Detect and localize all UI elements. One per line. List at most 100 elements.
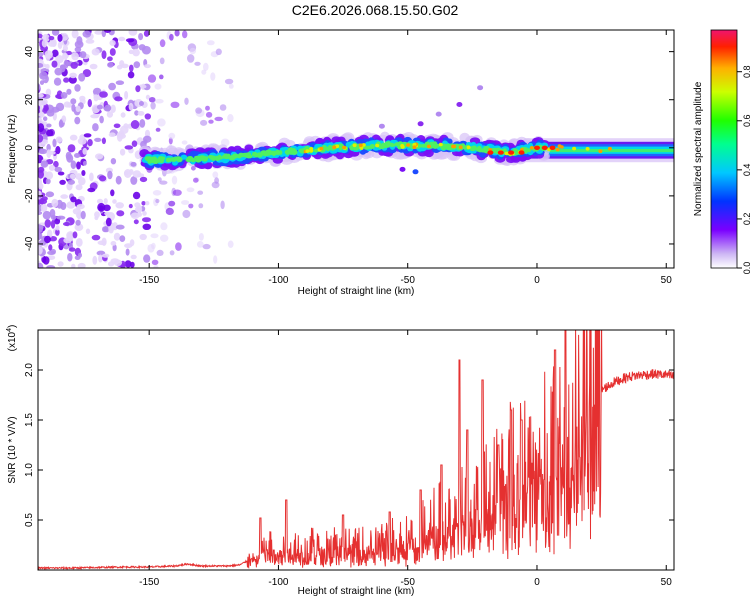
noise-blob [53, 160, 59, 168]
noise-blob [120, 112, 126, 118]
noise-blob [66, 88, 72, 95]
hot-blob [400, 145, 405, 149]
y-tick-label: 1.0 [24, 463, 35, 477]
trace-blob [149, 157, 155, 161]
noise-blob [46, 265, 56, 268]
noise-blob [40, 160, 49, 168]
noise-blob [128, 30, 138, 36]
noise-blob [39, 80, 45, 85]
x-tick-label: 0 [534, 275, 540, 286]
noise-blob [144, 64, 151, 69]
noise-blob [159, 39, 166, 48]
noise-blob [90, 114, 99, 119]
noise-blob [133, 61, 141, 69]
trace-blob [322, 145, 327, 149]
noise-blob [38, 52, 44, 57]
noise-blob [130, 120, 140, 129]
noise-blob [142, 217, 151, 223]
noise-blob [115, 175, 122, 185]
noise-blob [110, 258, 120, 264]
noise-blob [94, 211, 100, 219]
noise-blob [45, 171, 54, 180]
noise-blob [83, 133, 92, 138]
trace-blob [157, 156, 164, 161]
noise-blob [39, 71, 48, 80]
noise-blob [107, 62, 114, 68]
hot-blob [358, 143, 363, 148]
noise-blob [175, 242, 182, 251]
noise-blob [184, 97, 189, 106]
noise-blob [157, 177, 162, 182]
hot-blob [309, 147, 314, 151]
noise-blob [129, 261, 135, 268]
noise-blob [55, 225, 60, 231]
noise-blob [82, 160, 87, 166]
noise-blob [91, 48, 100, 56]
noise-blob [40, 203, 48, 213]
noise-blob [152, 190, 162, 196]
noise-blob [153, 265, 159, 268]
noise-blob [55, 228, 60, 236]
noise-blob [160, 222, 168, 231]
noise-blob [160, 234, 169, 242]
colorbar: 0.0 0.2 0.4 0.6 0.8 Normalized spectral ampl… [693, 29, 750, 275]
hot-blob [352, 143, 357, 148]
noise-blob [98, 254, 103, 263]
outlier-blob [477, 85, 484, 91]
outlier-blob [417, 121, 424, 127]
colorbar-label: Normalized spectral amplitude [693, 81, 704, 216]
noise-blob [102, 253, 110, 258]
noise-blob [71, 30, 79, 39]
noise-blob [57, 261, 64, 267]
noise-blob [227, 114, 234, 123]
noise-blob [189, 47, 197, 55]
noise-blob [132, 191, 141, 200]
hot-blob [504, 151, 509, 156]
noise-blob [142, 211, 147, 216]
noise-blob [220, 200, 225, 210]
noise-blob [104, 104, 112, 112]
trace-blob [286, 149, 292, 154]
hot-blob [361, 143, 366, 147]
noise-blob [82, 69, 92, 78]
noise-blob [147, 74, 157, 83]
noise-blob [89, 63, 98, 70]
noise-blob [115, 224, 125, 230]
noise-blob [215, 48, 222, 56]
noise-blob [129, 239, 135, 247]
noise-blob [155, 198, 160, 204]
y-tick-label: -40 [24, 236, 35, 251]
snr-axes: -150 -100 -50 0 50 0.5 1.0 1.5 2.0 [24, 330, 674, 588]
noise-blob [159, 57, 165, 65]
noise-blob [214, 116, 223, 122]
noise-blob [38, 232, 42, 241]
noise-blob [112, 199, 117, 204]
noise-blob [43, 116, 48, 121]
trace-blob [238, 152, 245, 158]
noise-blob [118, 36, 126, 42]
colorbar-tick-label: 0.0 [742, 262, 750, 275]
noise-blob [182, 209, 191, 219]
noise-blob [78, 177, 86, 186]
noise-blob [54, 218, 61, 225]
trace-blob [165, 157, 171, 163]
noise-blob [39, 148, 48, 155]
snr-xlabel: Height of straight line (km) [298, 586, 415, 597]
noise-blob [50, 219, 56, 229]
noise-blob [69, 173, 76, 179]
noise-blob [38, 83, 41, 91]
peak-blob [549, 145, 556, 150]
noise-blob [168, 132, 176, 140]
noise-blob [43, 105, 49, 112]
trace-blob [432, 145, 439, 149]
noise-blob [76, 161, 81, 170]
noise-blob [60, 194, 69, 199]
noise-blob [104, 30, 112, 33]
noise-blob [112, 244, 117, 252]
noise-blob [38, 33, 43, 39]
noise-blob [124, 145, 134, 150]
hot-blob [359, 146, 364, 150]
noise-blob [156, 249, 164, 256]
noise-blob [67, 144, 76, 153]
noise-blob [38, 123, 45, 133]
